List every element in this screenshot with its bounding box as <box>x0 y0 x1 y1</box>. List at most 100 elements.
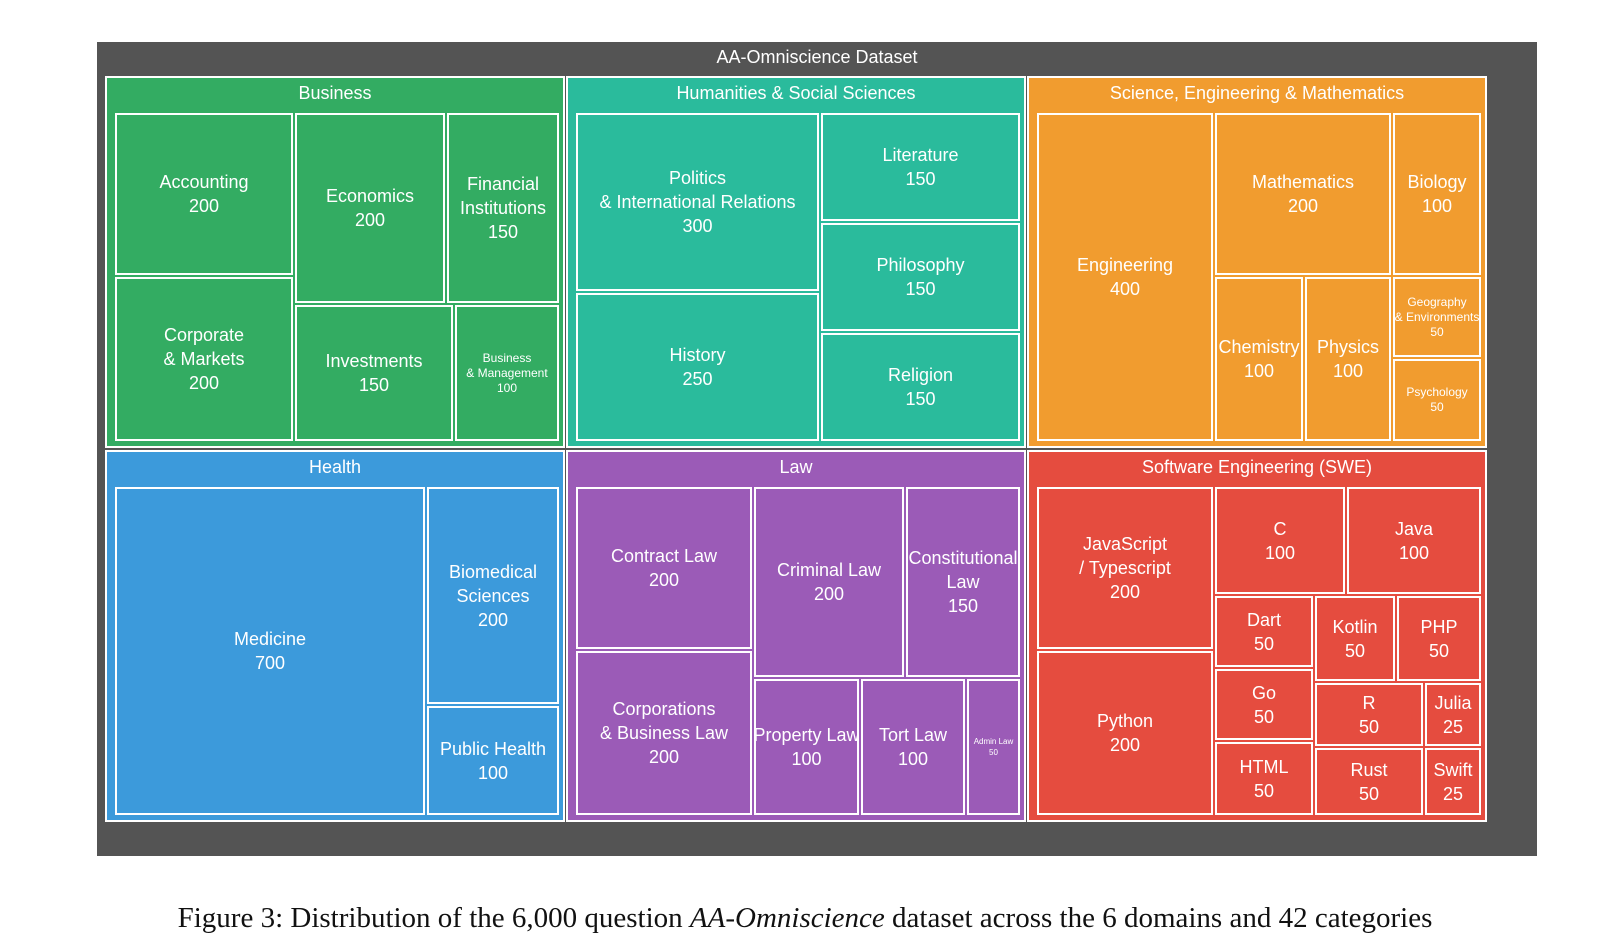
category-value: 150 <box>905 279 936 299</box>
category-java: Java 100 <box>1347 487 1481 594</box>
category-dart: Dart 50 <box>1215 596 1313 667</box>
category-label: Engineering <box>1076 255 1174 275</box>
category-label: Dart <box>1246 609 1281 630</box>
domain-title: Science, Engineering & Mathematics <box>1109 83 1405 103</box>
category-value: 50 <box>1253 780 1275 801</box>
category-admin-law: Admin Law 50 <box>967 679 1020 815</box>
category-label: HTML <box>1239 756 1289 777</box>
category-medicine: Medicine 700 <box>115 487 425 815</box>
category-html: HTML 50 <box>1215 742 1313 815</box>
category-business-management: Business & Management 100 <box>455 305 559 441</box>
category-value: 100 <box>1398 542 1430 563</box>
category-value: 50 <box>1344 640 1366 661</box>
category-label: Sciences <box>456 585 530 606</box>
caption-prefix: Figure 3: Distribution of the 6,000 ques… <box>177 902 690 934</box>
category-label: History <box>669 345 726 365</box>
category-go: Go 50 <box>1215 669 1313 740</box>
category-contract-law: Contract Law 200 <box>576 487 752 649</box>
category-label: Julia <box>1434 692 1472 713</box>
category-label: Property Law <box>754 725 859 745</box>
category-label: Kotlin <box>1332 616 1378 637</box>
category-label: Politics <box>668 168 726 188</box>
category-property-law: Property Law 100 <box>754 679 859 815</box>
category-value: 100 <box>1421 196 1453 216</box>
category-value: 25 <box>1442 716 1464 737</box>
category-kotlin: Kotlin 50 <box>1315 596 1395 681</box>
category-c: C 100 <box>1215 487 1345 594</box>
category-label: Physics <box>1316 337 1379 357</box>
category-label: R <box>1362 692 1376 713</box>
category-biology: Biology 100 <box>1393 113 1481 275</box>
domain-title: Software Engineering (SWE) <box>1141 457 1373 477</box>
category-r: R 50 <box>1315 683 1423 746</box>
category-psychology: Psychology 50 <box>1393 359 1481 441</box>
category-label: Literature <box>882 145 959 165</box>
category-value: 400 <box>1109 279 1141 299</box>
category-label: JavaScript <box>1082 534 1168 554</box>
domain-title: Law <box>779 457 813 477</box>
category-value: 300 <box>682 216 713 236</box>
category-php: PHP 50 <box>1397 596 1481 681</box>
category-value: 200 <box>1109 735 1141 755</box>
category-value: 100 <box>477 762 509 783</box>
category-label: Psychology <box>1406 385 1468 399</box>
category-label: Investments <box>325 351 423 371</box>
category-value: 150 <box>905 169 936 189</box>
category-label: & Management <box>466 365 548 380</box>
category-value: 150 <box>947 596 979 616</box>
category-value: 200 <box>1109 582 1141 602</box>
category-value: 700 <box>254 653 286 673</box>
domain-health: Health Medicine 700 Biomedical Sciences 200 Pu… <box>105 450 565 822</box>
category-swift: Swift 25 <box>1425 748 1481 815</box>
category-biomedical-sciences: Biomedical Sciences 200 <box>427 487 559 704</box>
category-label: Criminal Law <box>776 560 882 580</box>
category-value: 100 <box>791 749 822 769</box>
category-value: 200 <box>648 570 680 590</box>
treemap-title: AA-Omniscience Dataset <box>716 47 918 67</box>
category-religion: Religion 150 <box>821 333 1020 441</box>
category-geography-environments: Geography & Environments 50 <box>1393 277 1481 357</box>
category-label: & Environments <box>1394 309 1480 324</box>
category-label: Religion <box>887 365 954 385</box>
category-corporations-business-law: Corporations & Business Law 200 <box>576 651 752 815</box>
domain-humanities-social-sciences: Humanities & Social Sciences Politics & In… <box>566 76 1026 448</box>
category-constitutional-law: Constitutional Law 150 <box>906 487 1020 677</box>
category-label: Chemistry <box>1218 337 1300 357</box>
category-label: Corporations <box>612 699 716 719</box>
category-value: 100 <box>1264 542 1296 563</box>
category-label: Admin Law <box>973 737 1014 746</box>
category-label: Law <box>946 572 980 592</box>
category-value: 50 <box>1253 633 1275 654</box>
category-financial-institutions: Financial Institutions 150 <box>447 113 559 303</box>
category-value: 150 <box>905 389 936 409</box>
category-mathematics: Mathematics 200 <box>1215 113 1391 275</box>
category-value: 200 <box>188 196 220 216</box>
domain-title: Business <box>298 83 372 103</box>
category-label: Accounting <box>159 172 249 192</box>
category-python: Python 200 <box>1037 651 1213 815</box>
category-engineering: Engineering 400 <box>1037 113 1213 441</box>
category-value: 100 <box>897 749 929 769</box>
category-label: Medicine <box>233 629 307 649</box>
category-economics: Economics 200 <box>295 113 445 303</box>
domain-title: Humanities & Social Sciences <box>676 83 916 103</box>
category-value: 200 <box>477 609 509 630</box>
category-label: Java <box>1394 518 1434 539</box>
category-label: Rust <box>1350 759 1388 780</box>
category-value: 25 <box>1442 783 1464 804</box>
category-criminal-law: Criminal Law 200 <box>754 487 904 677</box>
category-label: & International Relations <box>599 192 796 212</box>
domain-business: Business Accounting 200 Corporate & Markets 2… <box>105 76 565 448</box>
category-value: 200 <box>1287 196 1319 216</box>
category-value: 50 <box>1430 324 1444 339</box>
category-label: PHP <box>1420 616 1458 637</box>
category-label: Contract Law <box>610 546 718 566</box>
category-label: & Markets <box>163 349 245 369</box>
category-value: 150 <box>358 375 390 395</box>
category-value: 200 <box>813 584 845 604</box>
category-label: Philosophy <box>876 255 965 275</box>
domain-title: Health <box>308 457 362 477</box>
category-value: 150 <box>487 222 519 242</box>
category-value: 100 <box>1332 361 1364 381</box>
domain-science-engineering-mathematics: Science, Engineering & Mathematics Engine… <box>1027 76 1487 448</box>
